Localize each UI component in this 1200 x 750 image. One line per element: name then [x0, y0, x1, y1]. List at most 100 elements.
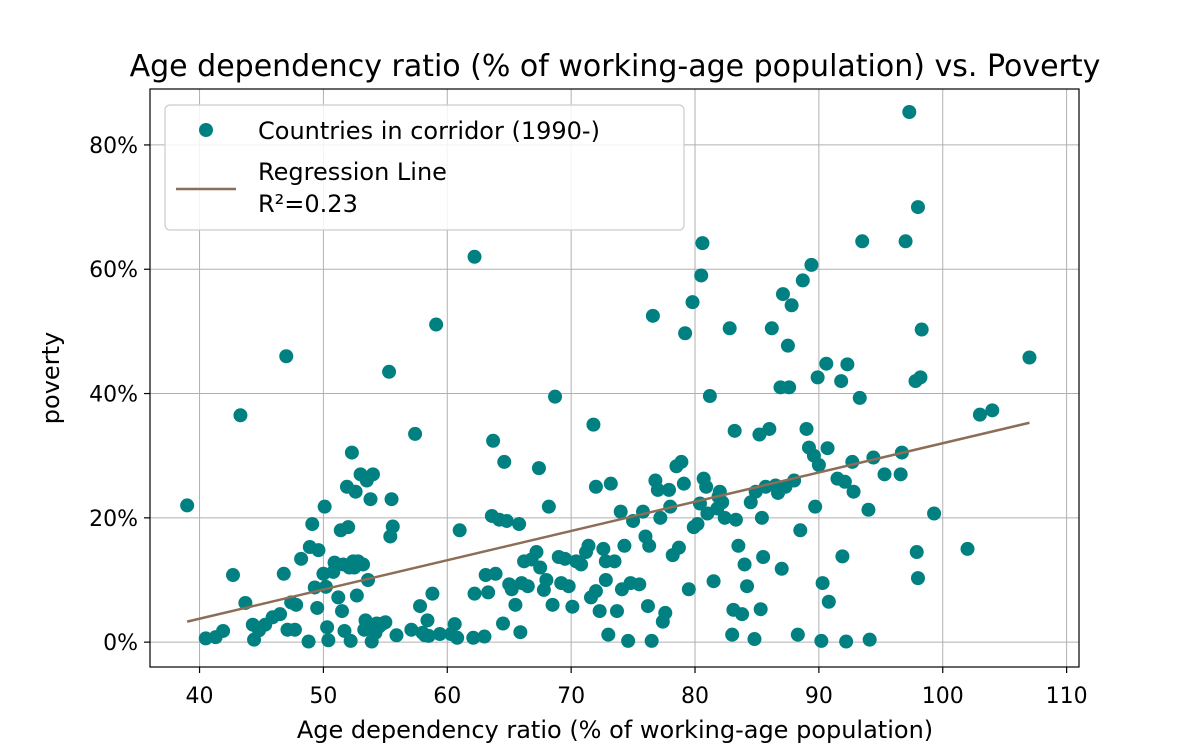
data-point: [596, 541, 611, 556]
legend-marker-scatter: [199, 123, 213, 137]
data-point: [910, 571, 925, 586]
data-point: [762, 421, 777, 436]
data-point: [640, 599, 655, 614]
data-point: [574, 557, 589, 572]
data-point: [690, 517, 705, 532]
data-point: [450, 630, 465, 645]
x-tick-label: 50: [309, 684, 337, 709]
data-point: [545, 597, 560, 612]
data-point: [780, 338, 795, 353]
y-tick-label: 40%: [89, 383, 138, 408]
data-point: [782, 380, 797, 395]
data-point: [819, 356, 834, 371]
data-point: [601, 627, 616, 642]
x-tick-label: 100: [922, 684, 964, 709]
data-point: [662, 482, 677, 497]
data-point: [653, 510, 668, 525]
data-point: [334, 604, 349, 619]
data-point: [365, 467, 380, 482]
data-point: [898, 234, 913, 249]
data-point: [972, 407, 987, 422]
data-point: [588, 479, 603, 494]
data-point: [799, 421, 814, 436]
data-point: [408, 426, 423, 441]
y-axis-ticks: 0% 20% 40% 60% 80%: [89, 134, 150, 656]
data-point: [737, 557, 752, 572]
chart-title: Age dependency ratio (% of working-age p…: [130, 49, 1101, 84]
legend: Countries in corridor (1990-) Regression…: [164, 104, 685, 231]
data-point: [447, 617, 462, 632]
data-point: [837, 474, 852, 489]
data-point: [486, 433, 501, 448]
data-point: [644, 633, 659, 648]
data-point: [310, 600, 325, 615]
data-point: [363, 492, 378, 507]
data-point: [756, 549, 771, 564]
data-point: [592, 604, 607, 619]
data-point: [539, 572, 554, 587]
data-point: [276, 566, 291, 581]
data-point: [384, 492, 399, 507]
y-tick-label: 80%: [89, 134, 138, 159]
data-point: [603, 476, 618, 491]
data-point: [740, 579, 755, 594]
data-point: [658, 605, 673, 620]
plot-frame: [149, 88, 1080, 668]
data-point: [287, 622, 302, 637]
data-point: [793, 523, 808, 538]
data-point: [452, 523, 467, 538]
data-point: [520, 579, 535, 594]
data-point: [513, 625, 528, 640]
data-point: [706, 574, 721, 589]
y-tick-label: 0%: [103, 631, 138, 656]
data-point: [846, 484, 861, 499]
data-point: [784, 298, 799, 313]
data-point: [775, 287, 790, 302]
data-point: [378, 615, 393, 630]
x-tick-label: 40: [186, 684, 214, 709]
data-point: [216, 623, 231, 638]
x-tick-label: 70: [557, 684, 585, 709]
data-point: [694, 268, 709, 283]
data-point: [311, 543, 326, 558]
data-point: [356, 557, 371, 572]
x-tick-label: 80: [681, 684, 709, 709]
data-point: [348, 484, 363, 499]
data-point: [317, 499, 332, 514]
data-point: [499, 513, 514, 528]
data-point: [429, 317, 444, 332]
data-point: [481, 585, 496, 600]
data-point: [617, 538, 632, 553]
data-point: [642, 538, 657, 553]
y-tick-label: 60%: [89, 258, 138, 283]
data-point: [834, 374, 849, 389]
data-point: [607, 554, 622, 569]
data-point: [561, 579, 576, 594]
data-point: [902, 104, 917, 119]
data-point: [609, 604, 624, 619]
data-point: [676, 476, 691, 491]
data-point: [914, 322, 929, 337]
data-point: [717, 510, 732, 525]
data-point: [747, 632, 762, 647]
data-point: [808, 499, 823, 514]
data-point: [531, 461, 546, 476]
data-point: [835, 549, 850, 564]
data-point: [671, 540, 686, 555]
data-point: [862, 632, 877, 647]
data-point: [861, 502, 876, 517]
y-axis-label: poverty: [37, 332, 65, 424]
data-point: [598, 572, 613, 587]
data-point: [289, 597, 304, 612]
data-point: [301, 634, 316, 649]
data-point: [839, 634, 854, 649]
data-point: [343, 633, 358, 648]
data-point: [650, 482, 665, 497]
data-point: [233, 408, 248, 423]
data-point: [985, 403, 1000, 418]
regression-line: [186, 421, 1030, 623]
legend-label-regression: Regression Line R²=0.23: [258, 158, 447, 218]
data-point: [804, 257, 819, 272]
data-point: [893, 467, 908, 482]
x-axis-label: Age dependency ratio (% of working-age p…: [297, 716, 933, 744]
